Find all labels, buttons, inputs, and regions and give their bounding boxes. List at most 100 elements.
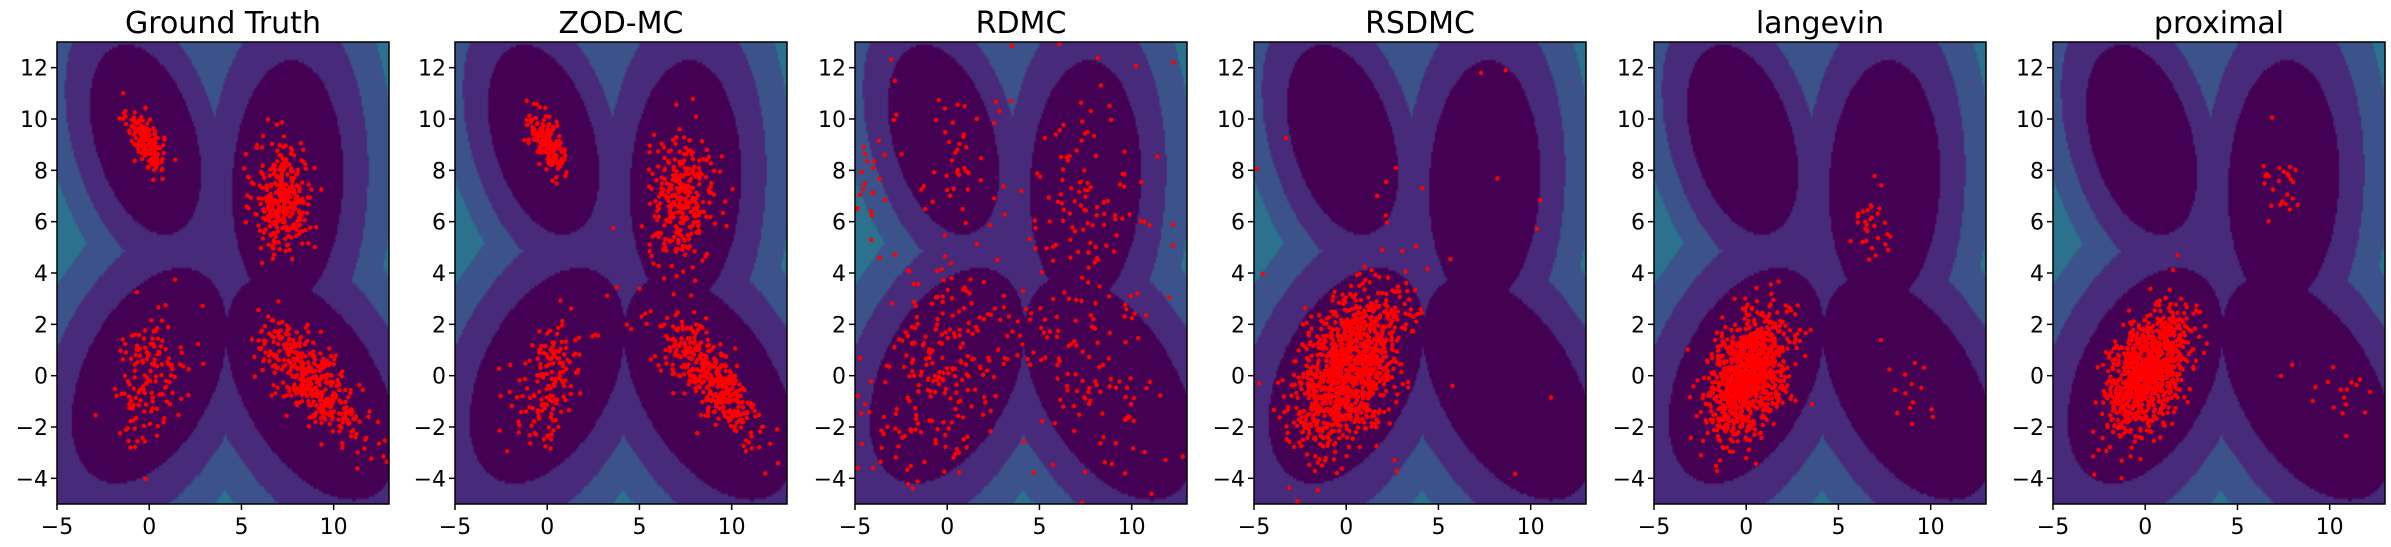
sample-point (913, 304, 919, 309)
sample-point (1768, 282, 1774, 287)
sample-point (1318, 394, 1324, 400)
sample-point (686, 171, 691, 177)
sample-point (878, 459, 883, 464)
sample-point (998, 317, 1003, 322)
sample-point (551, 126, 556, 132)
y-tick-label: 8 (832, 159, 846, 184)
sample-point (949, 420, 954, 425)
sample-point (1777, 318, 1783, 324)
sample-point (1339, 342, 1344, 347)
sample-point (1738, 413, 1743, 419)
sample-point (693, 385, 699, 391)
sample-point (988, 429, 993, 434)
sample-point (143, 137, 148, 142)
sample-point (299, 351, 304, 356)
sample-point (127, 130, 132, 136)
sample-point (1315, 364, 1320, 370)
sample-point (259, 260, 265, 266)
sample-point (1147, 222, 1152, 228)
sample-point (1101, 222, 1107, 227)
sample-point (1338, 338, 1344, 343)
sample-point (1718, 399, 1723, 405)
sample-point (268, 184, 274, 189)
sample-point (1300, 437, 1306, 442)
sample-point (1312, 392, 1317, 397)
sample-point (722, 411, 728, 416)
sample-point (366, 414, 371, 419)
sample-point (122, 373, 128, 378)
sample-point (689, 351, 695, 356)
sample-point (1342, 324, 1348, 329)
sample-point (1331, 416, 1336, 421)
sample-point (682, 185, 687, 190)
sample-point (1057, 42, 1062, 47)
sample-point (133, 332, 138, 337)
sample-point (1753, 345, 1758, 350)
sample-point (1715, 434, 1721, 439)
sample-point (517, 378, 522, 383)
sample-point (534, 102, 539, 107)
sample-point (1305, 452, 1310, 457)
sample-point (553, 417, 559, 423)
sample-point (952, 334, 958, 339)
sample-point (154, 406, 160, 412)
sample-point (1362, 420, 1367, 425)
sample-point (1344, 423, 1349, 428)
x-tick-label: −5 (41, 515, 73, 540)
sample-point (1873, 253, 1878, 258)
sample-point (1061, 404, 1066, 409)
sample-point (1751, 339, 1756, 344)
sample-point (1772, 374, 1777, 379)
sample-point (1781, 359, 1786, 364)
sample-point (296, 223, 301, 228)
sample-point (1369, 424, 1374, 429)
sample-point (249, 337, 255, 342)
sample-point (1691, 384, 1696, 389)
sample-point (697, 158, 702, 163)
sample-point (708, 184, 713, 189)
sample-point (1707, 393, 1713, 399)
sample-point (132, 110, 137, 115)
sample-point (1380, 291, 1385, 296)
sample-point (1149, 491, 1154, 496)
sample-point (958, 345, 963, 350)
sample-point (648, 309, 653, 314)
sample-point (1910, 400, 1916, 405)
sample-point (861, 144, 866, 150)
sample-point (293, 374, 299, 380)
sample-point (341, 416, 346, 421)
sample-point (957, 141, 962, 147)
sample-point (940, 355, 945, 360)
sample-point (1701, 375, 1707, 381)
sample-point (327, 421, 332, 427)
sample-point (1344, 435, 1350, 440)
sample-point (936, 97, 941, 103)
sample-point (1403, 269, 1408, 274)
y-tick-label: 8 (432, 159, 446, 184)
sample-point (1155, 154, 1160, 159)
sample-point (1377, 365, 1382, 370)
sample-point (1080, 227, 1086, 232)
sample-point (1336, 414, 1341, 419)
sample-point (1358, 297, 1364, 303)
sample-point (668, 214, 673, 219)
sample-point (662, 176, 667, 182)
sample-point (1736, 395, 1741, 400)
sample-point (343, 399, 348, 405)
sample-point (965, 187, 970, 192)
sample-point (329, 383, 334, 388)
sample-point (1872, 173, 1877, 179)
sample-point (305, 377, 311, 382)
sample-points (1685, 173, 1936, 474)
sample-point (1313, 423, 1319, 428)
sample-point (555, 331, 560, 337)
sample-point (713, 422, 718, 427)
sample-point (1282, 409, 1287, 415)
sample-point (690, 223, 695, 228)
sample-point (1685, 347, 1690, 352)
sample-point (1303, 305, 1308, 310)
sample-point (663, 347, 668, 353)
sample-point (263, 227, 268, 232)
sample-point (151, 177, 156, 182)
x-tick-label: −5 (1238, 515, 1270, 540)
